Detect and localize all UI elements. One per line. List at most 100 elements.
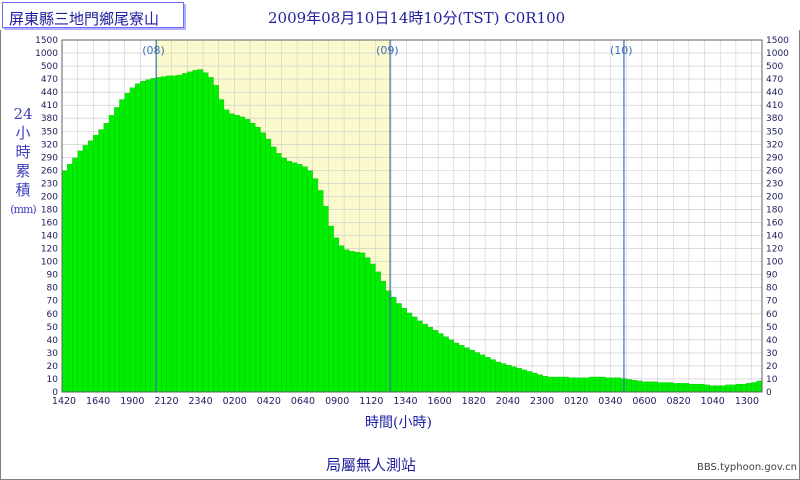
rainfall-bar (417, 320, 423, 393)
rainfall-bar (291, 162, 298, 393)
y-tick-label-right: 1500 (766, 36, 789, 46)
rainfall-bar (563, 376, 569, 393)
rainfall-bar (448, 339, 454, 393)
rainfall-bar (673, 383, 679, 393)
rainfall-bar (260, 132, 266, 393)
y-tick-label-left: 90 (47, 271, 59, 281)
rainfall-bar (328, 225, 334, 393)
rainfall-bar (150, 78, 157, 393)
rainfall-bar (511, 366, 517, 393)
rainfall-bar (134, 83, 141, 393)
rainfall-bar (218, 99, 225, 393)
rainfall-bar (281, 157, 287, 393)
rainfall-bar (573, 377, 580, 393)
rainfall-bar (547, 376, 554, 393)
y-tick-label-right: 80 (766, 284, 778, 294)
y-tick-label-right: 30 (766, 349, 778, 359)
x-tick-label: 1120 (359, 396, 383, 407)
rainfall-bar (720, 385, 726, 393)
y-tick-label-left: 230 (41, 179, 58, 189)
y-tick-label-left: 380 (41, 114, 58, 124)
y-axis-label-char: 小 (15, 124, 31, 142)
rainfall-bar (579, 377, 585, 393)
rainfall-bar (688, 383, 695, 393)
x-tick-label: 1040 (701, 396, 725, 407)
y-tick-label-left: 120 (41, 245, 58, 255)
y-tick-label-left: 350 (41, 127, 58, 137)
y-tick-label-right: 200 (766, 192, 783, 202)
x-axis-label: 時間(小時) (365, 415, 432, 431)
y-tick-label-right: 90 (766, 271, 778, 281)
y-tick-label-left: 160 (41, 219, 58, 229)
y-tick-label-right: 160 (766, 219, 783, 229)
rainfall-bar (229, 113, 235, 393)
rainfall-bar (338, 245, 345, 393)
datetime-label: 2009年08月10日14時10分(TST) C0R100 (268, 9, 566, 27)
y-tick-label-left: 30 (47, 349, 59, 359)
rainfall-bar (678, 383, 684, 393)
station-name: 屏東縣三地門鄉尾寮山 (9, 10, 160, 28)
rainfall-bar (171, 75, 178, 393)
rainfall-bar (505, 364, 512, 393)
rainfall-bar (516, 368, 522, 393)
rainfall-bar (370, 263, 376, 393)
x-tick-label: 2120 (154, 396, 178, 407)
rainfall-bar (437, 333, 444, 393)
rainfall-bar (756, 380, 763, 393)
rainfall-bar (427, 327, 434, 393)
rainfall-bar (432, 330, 439, 393)
rainfall-bar (114, 107, 120, 393)
y-axis-label-char: 積 (15, 181, 31, 199)
y-tick-label-left: 70 (47, 297, 59, 307)
rainfall-bar (202, 72, 209, 393)
rainfall-bar (484, 357, 491, 393)
rainfall-bar (119, 99, 125, 393)
rainfall-bar (93, 134, 99, 393)
day-marker-label: (09) (376, 44, 399, 57)
rainfall-bar (626, 379, 632, 393)
rainfall-bar (500, 363, 507, 393)
rainfall-bar (458, 345, 465, 393)
rainfall-bar (667, 382, 674, 393)
y-tick-label-right: 0 (766, 388, 772, 398)
station-title-box: 屏東縣三地門鄉尾寮山 (2, 2, 184, 28)
rainfall-bar (359, 252, 366, 393)
rainfall-bar (181, 73, 188, 393)
rainfall-bar (521, 369, 528, 393)
y-tick-label-right: 500 (766, 62, 783, 72)
rainfall-bar (213, 85, 219, 393)
rainfall-bar (155, 77, 162, 393)
rainfall-bar (192, 70, 198, 393)
rainfall-bar (568, 377, 575, 393)
y-tick-label-left: 1500 (35, 36, 58, 46)
x-tick-label: 2300 (530, 396, 554, 407)
x-tick-label: 2340 (188, 396, 212, 407)
y-tick-label-right: 470 (766, 75, 783, 85)
y-axis-unit: (mm) (10, 203, 36, 216)
rainfall-bar (349, 251, 355, 393)
x-tick-label: 1600 (428, 396, 452, 407)
rainfall-bar (542, 376, 548, 393)
day-marker-label: (08) (142, 44, 165, 57)
y-tick-label-left: 410 (41, 101, 58, 111)
rainfall-bar (411, 316, 418, 393)
rainfall-bar (526, 371, 533, 393)
x-tick-label: 0120 (564, 396, 588, 407)
rainfall-bar (615, 377, 622, 393)
plot-border (61, 39, 763, 393)
x-tick-label: 1340 (393, 396, 417, 407)
rainfall-bar (464, 347, 470, 393)
rainfall-bar (223, 109, 230, 393)
rainfall-bar (265, 138, 272, 393)
y-tick-label-left: 470 (41, 75, 58, 85)
day-marker-label: (10) (610, 44, 633, 57)
station-type-label: 局屬無人測站 (326, 456, 417, 474)
y-tick-label-right: 410 (766, 101, 783, 111)
rainfall-bar (730, 384, 737, 393)
y-tick-label-left: 10 (47, 375, 59, 385)
rainfall-bar (286, 161, 293, 393)
rainfall-bar (197, 69, 204, 393)
x-tick-label: 0640 (291, 396, 315, 407)
y-tick-label-left: 140 (41, 232, 58, 242)
rainfall-bar (610, 377, 616, 393)
